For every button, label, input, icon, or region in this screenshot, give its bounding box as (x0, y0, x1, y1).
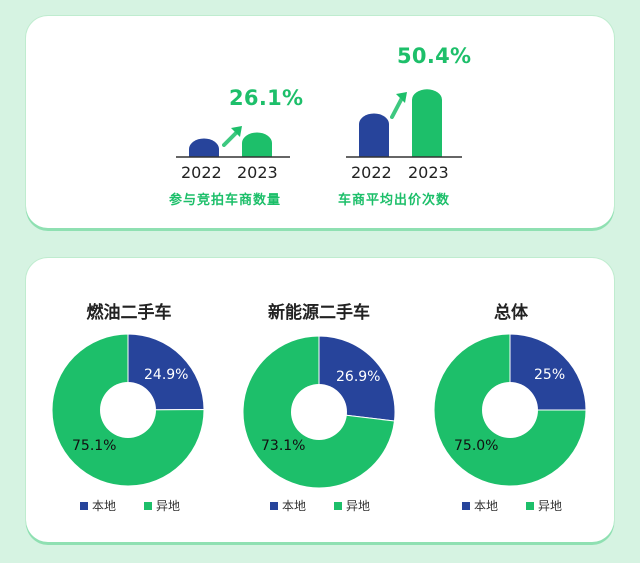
bar1-title: 参与竞拍车商数量 (169, 193, 282, 208)
bar2-title: 车商平均出价次数 (338, 193, 451, 208)
donut1-legend: 本地 异地 (80, 497, 180, 514)
bar1-tick-2023: 2023 (237, 163, 278, 182)
donut1-local-label: 24.9% (144, 367, 189, 383)
donut3-legend: 本地 异地 (462, 497, 562, 514)
donut2-hole (291, 384, 347, 440)
legend-other-label: 异地 (156, 499, 181, 513)
bar2-tick-2023: 2023 (408, 163, 449, 182)
legend-swatch-local (270, 501, 278, 510)
donut1-hole (100, 382, 156, 438)
legend-other-label: 异地 (538, 499, 563, 513)
donut2-legend: 本地 异地 (270, 497, 370, 514)
legend-swatch-other (144, 501, 153, 510)
legend-local-label: 本地 (282, 499, 307, 513)
bar1-growth-label: 26.1% (229, 86, 304, 110)
donut3-slice-other (433, 333, 587, 487)
legend-local-label: 本地 (92, 499, 117, 513)
bar2-bar-2022 (359, 113, 389, 157)
donut3-other-label: 75.0% (454, 438, 499, 454)
donut3-local-label: 25% (534, 367, 566, 383)
donut2-local-label: 26.9% (336, 369, 381, 385)
bar1-bar-2023 (242, 132, 272, 157)
donut1-other-label: 75.1% (72, 438, 117, 454)
bar2-bar-2023 (412, 89, 442, 157)
legend-other-label: 异地 (346, 499, 371, 513)
bar1-arrow-head (231, 126, 242, 137)
growth-panel (26, 16, 614, 228)
legend-swatch-local (462, 501, 470, 510)
donut3-title: 总体 (494, 303, 528, 323)
legend-local-label: 本地 (474, 499, 499, 513)
bar1-tick-2022: 2022 (181, 163, 222, 182)
donut2-other-label: 73.1% (261, 438, 306, 454)
bar2-arrow-head (396, 92, 407, 103)
donut2-title: 新能源二手车 (268, 303, 370, 323)
legend-swatch-other (526, 501, 535, 510)
bar2-growth-label: 50.4% (397, 44, 472, 68)
bar1-arrow-shaft (222, 130, 239, 147)
donut1-title: 燃油二手车 (86, 303, 172, 323)
bar2-tick-2022: 2022 (351, 163, 392, 182)
bar1-bar-2022 (189, 138, 219, 157)
legend-swatch-local (80, 501, 88, 510)
donut3-hole (482, 382, 538, 438)
bar2-arrow-shaft (390, 96, 404, 119)
legend-swatch-other (334, 501, 343, 510)
donut1-slice-other (51, 333, 205, 487)
